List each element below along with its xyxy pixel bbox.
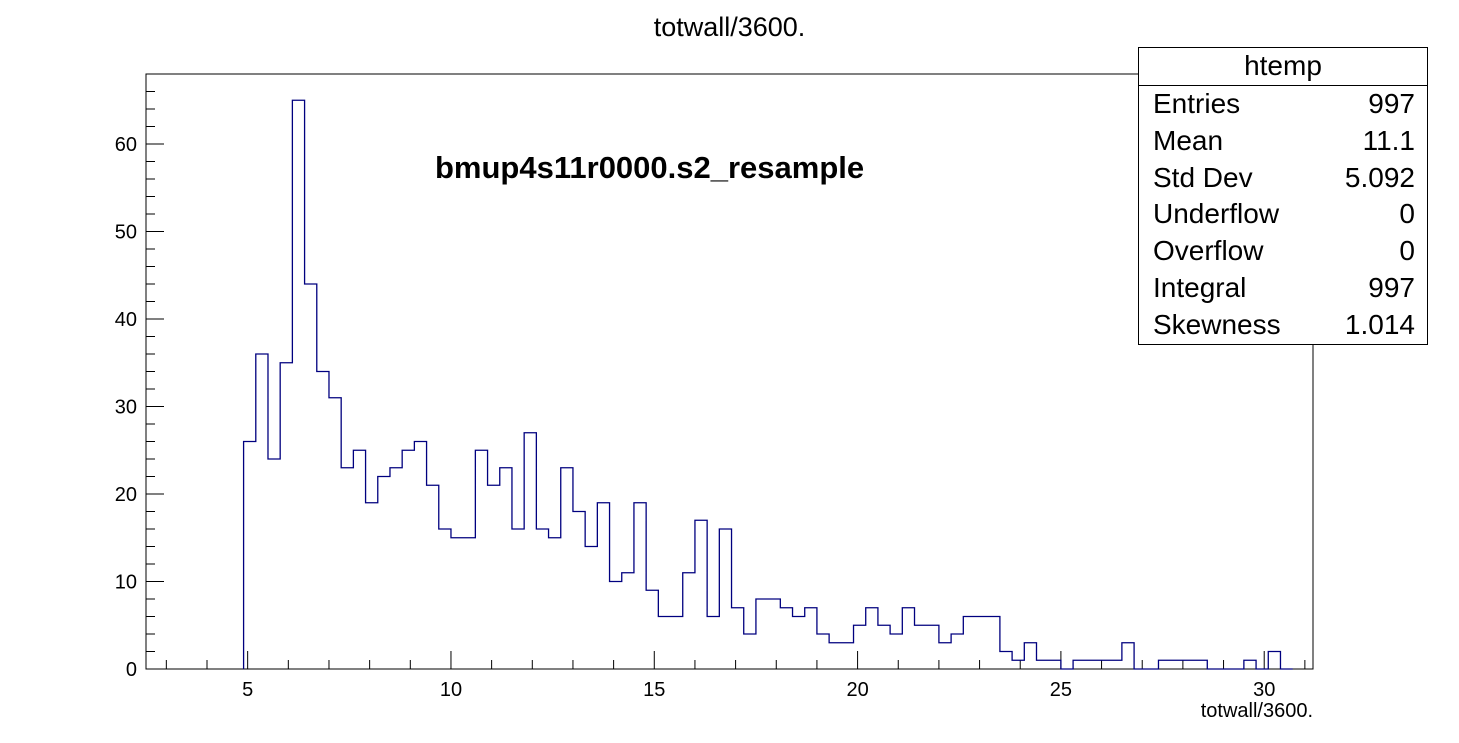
stats-value: 0 — [1399, 198, 1415, 230]
stats-row: Overflow 0 — [1139, 233, 1427, 270]
stats-value: 0 — [1399, 235, 1415, 267]
x-tick-label: 20 — [846, 679, 868, 701]
y-tick-label: 30 — [115, 397, 137, 419]
stats-row: Entries 997 — [1139, 86, 1427, 123]
y-tick-label: 10 — [115, 572, 137, 594]
y-tick-label: 0 — [126, 659, 137, 681]
x-tick-label: 25 — [1050, 679, 1072, 701]
y-tick-label: 60 — [115, 134, 137, 156]
histogram-line — [242, 99, 1293, 670]
stats-title: htemp — [1139, 48, 1427, 86]
stats-row: Std Dev 5.092 — [1139, 160, 1427, 197]
stats-value: 1.014 — [1344, 308, 1415, 340]
axis-tick-labels: 5 10 15 20 25 30 0 10 20 30 40 50 60 — [115, 134, 1276, 701]
stats-box: htemp Entries 997 Mean 11.1 Std Dev 5.092 Unde… — [1138, 47, 1428, 345]
x-tick-label: 5 — [242, 679, 253, 701]
chart-title: totwall/3600. — [653, 12, 806, 42]
x-axis-label: totwall/3600. — [1200, 700, 1313, 722]
x-tick-label: 10 — [440, 679, 462, 701]
x-tick-label: 30 — [1253, 679, 1275, 701]
stats-label: Skewness — [1153, 308, 1281, 340]
stats-label: Underflow — [1153, 198, 1280, 230]
stats-label: Std Dev — [1153, 161, 1253, 193]
y-tick-label: 40 — [115, 309, 137, 331]
stats-value: 997 — [1368, 271, 1415, 303]
stats-row: Underflow 0 — [1139, 196, 1427, 233]
stats-row: Mean 11.1 — [1139, 123, 1427, 160]
stats-row: Integral 997 — [1139, 270, 1427, 307]
y-tick-label: 20 — [115, 484, 137, 506]
chart-annotation: bmup4s11r0000.s2_resample — [435, 150, 865, 185]
stats-label: Entries — [1153, 88, 1241, 119]
y-tick-label: 50 — [115, 222, 137, 244]
x-tick-label: 15 — [643, 679, 665, 701]
axis-ticks — [146, 73, 1306, 670]
stats-value: 5.092 — [1344, 161, 1415, 193]
stats-value: 11.1 — [1362, 124, 1415, 156]
stats-label: Overflow — [1153, 235, 1264, 267]
stats-value: 997 — [1368, 88, 1415, 119]
stats-row: Skewness 1.014 — [1139, 307, 1427, 344]
stats-label: Mean — [1153, 124, 1224, 156]
stats-label: Integral — [1153, 271, 1247, 303]
